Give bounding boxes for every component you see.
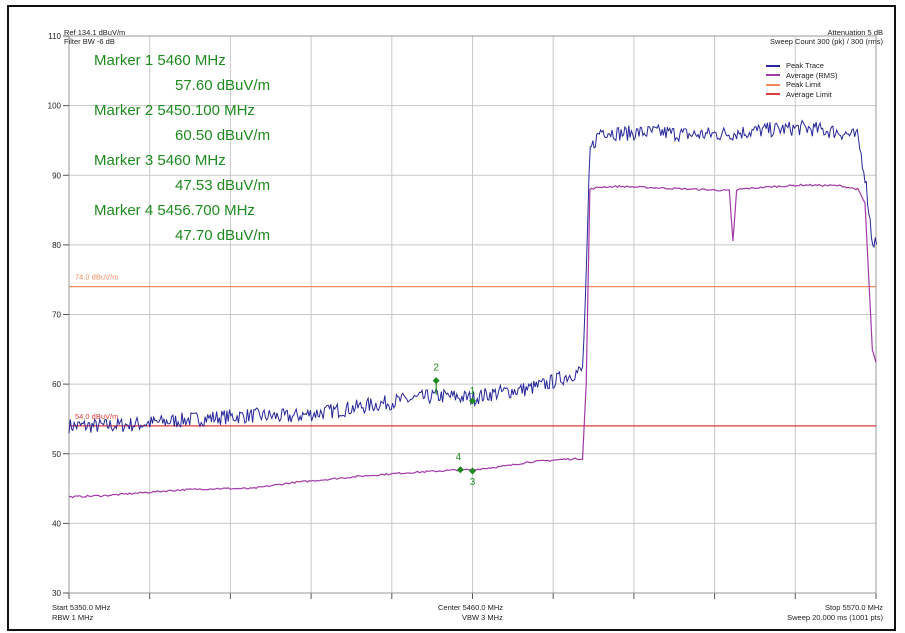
y-axis-ticks: 30 40 50 60 70 80 90 100 110 [48,32,69,598]
trace-peak-trace [68,119,878,434]
y-tick-label: 90 [52,171,61,180]
legend-swatch [766,64,780,67]
vbw: VBW 3 MHz [462,613,503,622]
marker-4-number: 4 [456,452,462,463]
y-tick-label: 40 [52,519,61,528]
analyzer-window: 30 40 50 60 70 80 90 100 110 74.0 dBuV/m 54.0 dBu… [7,5,896,631]
legend-label: Peak Trace [786,61,824,71]
y-tick-label: 80 [52,241,61,250]
legend-swatch [766,93,780,96]
center-frequency: Center 5460.0 MHz [438,603,504,612]
y-tick-label: 30 [52,589,61,598]
legend-label: Peak Limit [786,80,822,90]
legend-label: Average (RMS) [786,70,838,80]
legend-item: Peak Limit [766,80,838,90]
start-frequency: Start 5350.0 MHz [52,603,111,612]
rbw: RBW 1 MHz [52,613,94,622]
legend-item: Average Limit [766,90,838,100]
y-tick-label: 100 [48,102,62,111]
stop-frequency: Stop 5570.0 MHz [825,603,883,612]
marker-4-label: Marker 4 5456.700 MHz [94,202,255,219]
limit-label: 74.0 dBuV/m [75,273,118,282]
legend-item: Average (RMS) [766,71,838,81]
marker-3-point [469,467,476,475]
marker-1-number: 1 [470,386,476,397]
y-tick-label: 70 [52,311,61,320]
marker-4-value: 47.70 dBuV/m [175,227,271,244]
marker-1-label: Marker 1 5460 MHz [94,52,226,69]
filter-bw: Filter BW -6 dB [64,37,115,46]
legend-label: Average Limit [786,89,832,99]
marker-2-number: 2 [433,363,439,374]
spectrum-plot: 30 40 50 60 70 80 90 100 110 74.0 dBuV/m 54.0 dBu… [48,32,878,599]
marker-points: 1 2 3 4 [432,363,476,488]
legend: Peak Trace Average (RMS) Peak Limit Aver… [766,61,838,99]
sweep-count: Sweep Count 300 (pk) / 300 (rms) [770,37,883,46]
legend-swatch [766,83,780,86]
sweep-time: Sweep 20.000 ms (1001 pts) [787,613,883,622]
marker-3-label: Marker 3 5460 MHz [94,152,226,169]
grid-lines [68,35,877,599]
marker-3-number: 3 [470,477,476,488]
limit-label: 54.0 dBuV/m [75,412,118,421]
legend-item: Peak Trace [766,61,838,71]
y-tick-label: 110 [48,32,61,41]
marker-1-value: 57.60 dBuV/m [175,77,271,94]
y-tick-label: 50 [52,450,61,459]
marker-1-point [469,397,476,405]
marker-3-value: 47.53 dBuV/m [175,177,271,194]
attenuation: Attenuation 5 dB [827,28,883,37]
marker-4-point [456,466,464,474]
marker-2-label: Marker 2 5450.100 MHz [94,102,255,119]
marker-2-value: 60.50 dBuV/m [175,127,271,144]
y-tick-label: 60 [52,380,61,389]
legend-swatch [766,74,780,77]
ref-level: Ref 134.1 dBuV/m [64,28,126,37]
